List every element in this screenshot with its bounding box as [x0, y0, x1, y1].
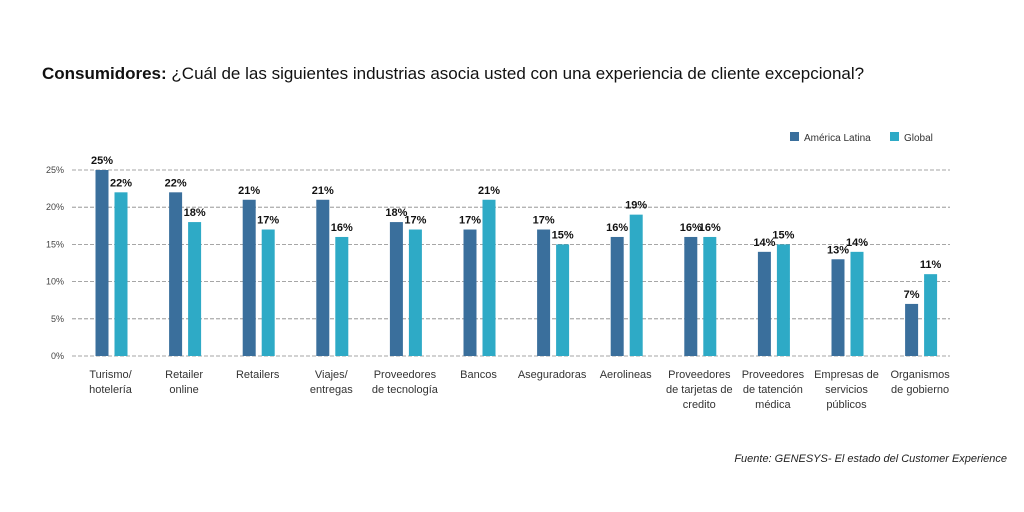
bar-america-latina	[242, 199, 256, 356]
data-label: 16%	[680, 222, 702, 234]
data-label: 17%	[257, 215, 279, 227]
bar-america-latina	[757, 251, 771, 356]
legend-swatch	[890, 132, 899, 141]
bar-global	[261, 229, 275, 356]
y-tick-label: 15%	[46, 239, 64, 249]
legend-label: Global	[904, 133, 933, 144]
legend-label: América Latina	[804, 133, 871, 144]
data-label: 22%	[110, 177, 132, 189]
bar-america-latina	[684, 236, 698, 356]
x-category-label: Viajes/	[315, 369, 349, 381]
x-category-label: Proveedores	[742, 369, 805, 381]
source-note: Fuente: GENESYS- El estado del Customer …	[734, 453, 1007, 465]
x-category-label: médica	[755, 399, 791, 411]
data-label: 21%	[478, 185, 500, 197]
data-label: 17%	[533, 215, 555, 227]
bar-america-latina	[463, 229, 477, 356]
x-category-label: Retailer	[165, 369, 203, 381]
bar-global	[335, 236, 349, 356]
x-category-label: Retailers	[236, 369, 280, 381]
y-tick-label: 0%	[51, 351, 64, 361]
bar-global	[556, 244, 570, 356]
data-label: 14%	[753, 237, 775, 249]
x-category-label: Aerolineas	[600, 369, 652, 381]
bar-global	[408, 229, 422, 356]
bar-global	[114, 192, 128, 356]
bar-global	[924, 274, 938, 356]
data-label: 16%	[331, 222, 353, 234]
data-label: 14%	[846, 237, 868, 249]
x-category-label: de gobierno	[891, 384, 949, 396]
x-category-label: Organismos	[890, 369, 950, 381]
bar-america-latina	[905, 303, 919, 356]
data-label: 7%	[904, 289, 920, 301]
data-label: 22%	[165, 177, 187, 189]
x-category-label: online	[169, 384, 198, 396]
data-label: 15%	[772, 229, 794, 241]
legend-swatch	[790, 132, 799, 141]
bar-global	[629, 214, 643, 356]
bar-global	[188, 222, 202, 356]
bar-america-latina	[389, 222, 403, 356]
chart-title: Consumidores: ¿Cuál de las siguientes in…	[42, 64, 864, 84]
bar-america-latina	[316, 199, 330, 356]
x-category-label: credito	[683, 399, 716, 411]
data-label: 18%	[184, 207, 206, 219]
y-tick-label: 25%	[46, 165, 64, 175]
bar-america-latina	[610, 236, 624, 356]
x-category-label: públicos	[826, 399, 867, 411]
x-category-label: Proveedores	[374, 369, 437, 381]
x-category-label: de tecnología	[372, 384, 439, 396]
bar-america-latina	[831, 259, 845, 356]
data-label: 18%	[385, 207, 407, 219]
x-category-label: Aseguradoras	[518, 369, 587, 381]
data-label: 13%	[827, 244, 849, 256]
x-category-label: entregas	[310, 384, 353, 396]
y-tick-label: 5%	[51, 314, 64, 324]
bar-global	[776, 244, 790, 356]
y-tick-label: 20%	[46, 202, 64, 212]
data-label: 21%	[238, 185, 260, 197]
y-tick-label: 10%	[46, 277, 64, 287]
data-label: 15%	[552, 229, 574, 241]
x-category-label: Bancos	[460, 369, 497, 381]
data-label: 19%	[625, 200, 647, 212]
x-category-label: Turismo/	[89, 369, 132, 381]
title-text: ¿Cuál de las siguientes industrias asoci…	[166, 64, 865, 83]
data-label: 21%	[312, 185, 334, 197]
bar-america-latina	[537, 229, 551, 356]
x-category-label: Proveedores	[668, 369, 731, 381]
bar-america-latina	[169, 192, 183, 356]
x-category-label: de tatención	[743, 384, 803, 396]
data-label: 17%	[404, 215, 426, 227]
bar-global	[850, 251, 864, 356]
x-category-label: hotelería	[89, 384, 133, 396]
title-bold: Consumidores:	[42, 64, 167, 83]
data-label: 16%	[699, 222, 721, 234]
x-category-label: servicios	[825, 384, 868, 396]
data-label: 25%	[91, 155, 113, 167]
x-category-label: de tarjetas de	[666, 384, 733, 396]
bar-global	[482, 199, 496, 356]
data-label: 17%	[459, 215, 481, 227]
bar-global	[703, 236, 717, 356]
data-label: 16%	[606, 222, 628, 234]
bar-america-latina	[95, 170, 109, 356]
x-category-label: Empresas de	[814, 369, 879, 381]
data-label: 11%	[920, 259, 942, 271]
